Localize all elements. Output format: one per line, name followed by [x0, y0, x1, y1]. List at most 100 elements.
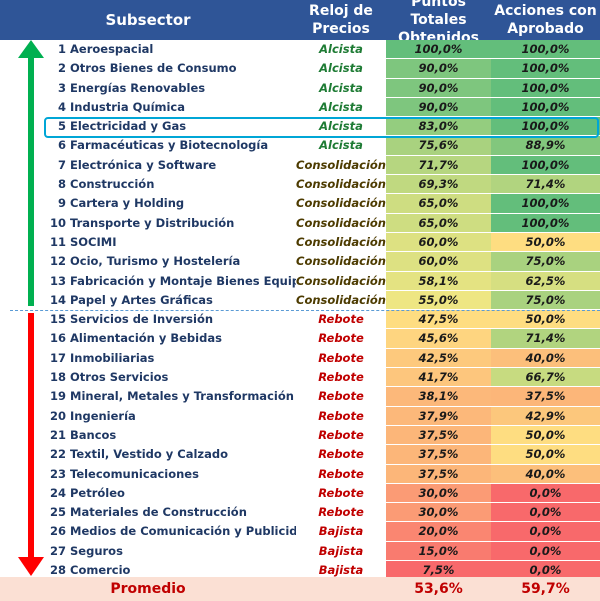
subsector-name: Otros Servicios: [70, 370, 169, 385]
table-body: 1 Aeroespacial Alcista 100,0% 100,0% 2 Otros B…: [0, 40, 600, 581]
total-points-cell: 47,5%: [386, 310, 491, 330]
total-points-cell: 55,0%: [386, 290, 491, 311]
table-row: 15 Servicios de Inversión Rebote 47,5% 50,0%: [0, 310, 600, 330]
row-number: 22: [49, 447, 66, 462]
table-row: 14 Papel y Artes Gráficas Consolidación 55,…: [0, 290, 600, 311]
subsector-name: Telecomunicaciones: [70, 466, 199, 481]
approved-stocks-cell: 66,7%: [491, 368, 600, 388]
table-row: 25 Materiales de Construcción Rebote 30,0% 0…: [0, 503, 600, 523]
price-clock-status: Rebote: [318, 370, 364, 385]
row-number: 5: [57, 119, 66, 134]
row-number: 27: [49, 543, 66, 558]
price-clock-status: Alcista: [319, 61, 363, 76]
table-row: 4 Industria Química Alcista 90,0% 100,0%: [0, 97, 600, 118]
price-clock-status: Alcista: [319, 42, 363, 56]
subsector-name: Mineral, Metales y Transformación: [70, 389, 294, 404]
row-number: 13: [49, 273, 66, 288]
price-clock-status: Rebote: [318, 466, 364, 481]
subsector-name: Bancos: [70, 427, 117, 442]
row-number: 25: [49, 505, 66, 520]
total-points-cell: 37,9%: [386, 406, 491, 426]
price-clock-status: Alcista: [319, 99, 363, 114]
table-row: 9 Cartera y Holding Consolidación 65,0% 100,…: [0, 194, 600, 214]
subsector-name: Industria Química: [70, 99, 186, 114]
table-row: 21 Bancos Rebote 37,5% 50,0%: [0, 425, 600, 446]
table-header: Subsector Reloj de Precios Puntos Totale…: [0, 0, 600, 46]
price-clock-status: Alcista: [319, 80, 363, 95]
table-row: 8 Construcción Consolidación 69,3% 71,4%: [0, 175, 600, 195]
footer-acc: 59,7%: [521, 581, 570, 597]
row-number: 20: [49, 408, 66, 423]
table-row: 3 Energías Renovables Alcista 90,0% 100,0%: [0, 78, 600, 98]
subsector-name: Transporte y Distribución: [70, 215, 235, 230]
table-row: 18 Otros Servicios Rebote 41,7% 66,7%: [0, 368, 600, 388]
row-number: 28: [49, 563, 66, 578]
approved-stocks-cell: 37,5%: [491, 387, 600, 407]
total-points-cell: 15,0%: [386, 541, 491, 562]
total-points-cell: 71,7%: [386, 155, 491, 176]
row-number: 7: [57, 157, 66, 172]
row-number: 1: [57, 42, 66, 56]
subsector-name: Ocio, Turismo y Hostelería: [70, 254, 241, 269]
footer-pts: 53,6%: [414, 581, 463, 597]
approved-stocks-cell: 40,0%: [491, 348, 600, 369]
approved-stocks-cell: 75,0%: [491, 252, 600, 272]
header-subsector: Subsector: [105, 11, 191, 29]
subsector-name: Energías Renovables: [70, 80, 206, 95]
table-row: 24 Petróleo Rebote 30,0% 0,0%: [0, 483, 600, 504]
subsector-name: Fabricación y Montaje Bienes Equipo: [70, 273, 296, 288]
row-number: 9: [57, 196, 66, 211]
approved-stocks-cell: 50,0%: [491, 425, 600, 446]
trend-divider: [10, 310, 600, 311]
row-number: 21: [49, 427, 66, 442]
header-puntos-totales: Puntos Totales Obtenidos: [398, 0, 479, 46]
subsector-name: Cartera y Holding: [70, 196, 185, 211]
row-number: 16: [49, 331, 66, 346]
header-reloj-precios: Reloj de Precios: [309, 3, 373, 37]
approved-stocks-cell: 100,0%: [491, 40, 600, 60]
approved-stocks-cell: 0,0%: [491, 522, 600, 542]
total-points-cell: 90,0%: [386, 78, 491, 98]
price-clock-status: Bajista: [318, 563, 364, 578]
table-row: 17 Inmobiliarias Rebote 42,5% 40,0%: [0, 348, 600, 369]
row-number: 11: [49, 234, 66, 249]
total-points-cell: 30,0%: [386, 483, 491, 504]
row-number: 18: [49, 370, 66, 385]
table-row: 1 Aeroespacial Alcista 100,0% 100,0%: [0, 40, 600, 60]
table-row: 2 Otros Bienes de Consumo Alcista 90,0% 100,…: [0, 59, 600, 79]
total-points-cell: 69,3%: [386, 175, 491, 195]
price-clock-status: Rebote: [318, 447, 364, 462]
approved-stocks-cell: 88,9%: [491, 136, 600, 156]
price-clock-status: Rebote: [318, 312, 364, 327]
approved-stocks-cell: 100,0%: [491, 155, 600, 176]
total-points-cell: 38,1%: [386, 387, 491, 407]
total-points-cell: 37,5%: [386, 425, 491, 446]
row-number: 24: [49, 485, 66, 500]
subsector-name: Materiales de Construcción: [70, 505, 247, 520]
row-number: 26: [49, 524, 66, 539]
price-clock-status: Consolidación: [296, 292, 386, 307]
table-row: 22 Textil, Vestido y Calzado Rebote 37,5% 50…: [0, 445, 600, 465]
price-clock-status: Rebote: [318, 408, 364, 423]
approved-stocks-cell: 62,5%: [491, 271, 600, 291]
approved-stocks-cell: 50,0%: [491, 445, 600, 465]
total-points-cell: 90,0%: [386, 97, 491, 118]
subsector-name: Ingeniería: [70, 408, 136, 423]
subsector-name: Medios de Comunicación y Publicidad: [70, 524, 296, 539]
table-row: 13 Fabricación y Montaje Bienes Equipo Con…: [0, 271, 600, 291]
approved-stocks-cell: 71,4%: [491, 329, 600, 349]
footer-label: Promedio: [110, 581, 186, 597]
table-row: 27 Seguros Bajista 15,0% 0,0%: [0, 541, 600, 562]
approved-stocks-cell: 100,0%: [491, 194, 600, 214]
total-points-cell: 65,0%: [386, 194, 491, 214]
total-points-cell: 60,0%: [386, 232, 491, 253]
price-clock-status: Alcista: [319, 138, 363, 153]
arrow-up-icon: [18, 40, 44, 306]
table-row: 7 Electrónica y Software Consolidación 71,7…: [0, 155, 600, 176]
approved-stocks-cell: 42,9%: [491, 406, 600, 426]
approved-stocks-cell: 100,0%: [491, 117, 600, 137]
table-row: 23 Telecomunicaciones Rebote 37,5% 40,0%: [0, 464, 600, 484]
subsector-name: Inmobiliarias: [70, 350, 155, 365]
price-clock-status: Alcista: [319, 119, 363, 134]
table-row: 26 Medios de Comunicación y Publicidad Baj…: [0, 522, 600, 542]
